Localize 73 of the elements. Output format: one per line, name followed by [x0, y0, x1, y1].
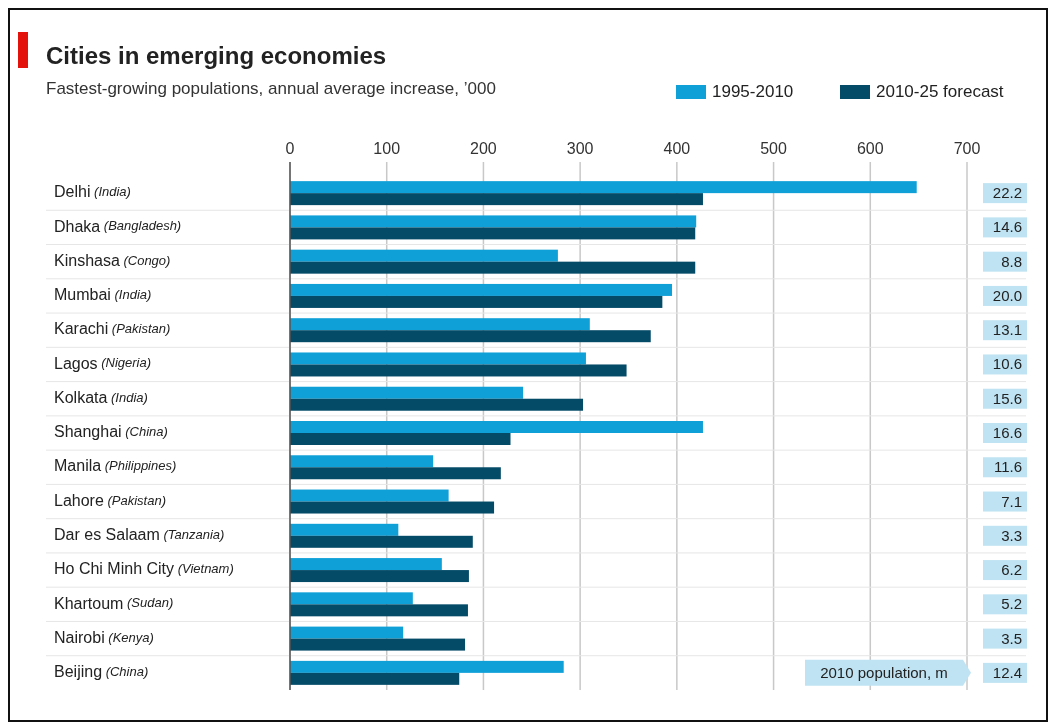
y-tick-label: Kolkata (India)	[54, 388, 148, 406]
bar	[290, 604, 468, 617]
bar	[290, 295, 663, 308]
y-tick-label: Nairobi (Kenya)	[54, 628, 154, 646]
bar	[290, 421, 703, 433]
bar	[290, 249, 558, 262]
text: 16.6	[992, 423, 1022, 441]
text: 10.6	[992, 355, 1022, 373]
text: 8.8	[1001, 252, 1022, 270]
text: 12.4	[992, 663, 1022, 681]
chart-title: Cities in emerging economies	[46, 42, 387, 69]
bar	[290, 433, 511, 445]
y-tick-label: Khartoum (Sudan)	[54, 594, 174, 612]
x-tick-label: 0	[285, 140, 295, 157]
text: 20.0	[992, 286, 1022, 304]
bar	[290, 318, 590, 331]
legend-label: 1995-2010	[712, 82, 794, 102]
y-tick-label: Manila (Philippines)	[54, 457, 177, 475]
bar	[290, 660, 564, 673]
bar	[290, 558, 442, 571]
bar	[290, 626, 404, 639]
text: 14.6	[992, 218, 1022, 236]
text: 5.2	[1001, 595, 1022, 613]
bar	[290, 535, 473, 548]
bar	[290, 570, 469, 583]
y-tick-label: Lahore (Pakistan)	[54, 491, 166, 509]
bar	[290, 467, 501, 480]
text: 15.6	[992, 389, 1022, 407]
bar	[290, 215, 697, 228]
x-tick-label: 700	[953, 140, 981, 157]
text: 7.1	[1001, 492, 1022, 510]
bar	[290, 489, 449, 502]
y-tick-label: Mumbai (India)	[54, 286, 152, 304]
bar	[290, 455, 434, 468]
text: 3.3	[1001, 526, 1022, 544]
x-tick-label: 500	[760, 140, 788, 157]
bar	[290, 181, 917, 194]
bar	[290, 193, 703, 206]
text: 6.2	[1001, 561, 1022, 579]
bar	[290, 501, 495, 514]
bar	[290, 638, 466, 651]
y-tick-label: Dhaka (Bangladesh)	[54, 217, 182, 235]
bar	[290, 352, 586, 365]
y-tick-label: Karachi (Pakistan)	[54, 320, 171, 338]
text: 3.5	[1001, 629, 1022, 647]
y-tick-label: Dar es Salaam (Tanzania)	[54, 526, 225, 544]
x-tick-label: 400	[663, 140, 691, 157]
legend-label: 2010-25 forecast	[876, 82, 1004, 102]
x-tick-label: 300	[566, 140, 594, 157]
y-tick-label: Shanghai (China)	[54, 423, 168, 441]
y-tick-label: Beijing (China)	[54, 663, 149, 681]
text: 11.6	[993, 458, 1022, 476]
text: 22.2	[992, 184, 1022, 202]
bar	[290, 672, 460, 685]
text: 13.1	[992, 321, 1022, 339]
bar	[290, 330, 651, 343]
bar	[290, 283, 673, 296]
bar	[290, 227, 696, 240]
x-tick-label: 100	[373, 140, 401, 157]
y-tick-label: Delhi (India)	[54, 183, 131, 201]
x-tick-label: 200	[470, 140, 497, 157]
bar	[290, 261, 696, 274]
y-tick-label: Lagos (Nigeria)	[54, 354, 152, 372]
y-tick-label: Ho Chi Minh City (Vietnam)	[54, 560, 234, 578]
chart-subtitle: Fastest-growing populations, annual average increase, ’000	[46, 79, 496, 98]
bar	[290, 386, 524, 399]
bar	[290, 364, 627, 377]
annotation: 2010 population, m	[820, 663, 948, 681]
y-tick-label: Kinshasa (Congo)	[54, 251, 171, 269]
bar	[290, 592, 413, 605]
bar	[290, 523, 399, 536]
bar	[290, 398, 584, 411]
x-tick-label: 600	[856, 140, 884, 157]
